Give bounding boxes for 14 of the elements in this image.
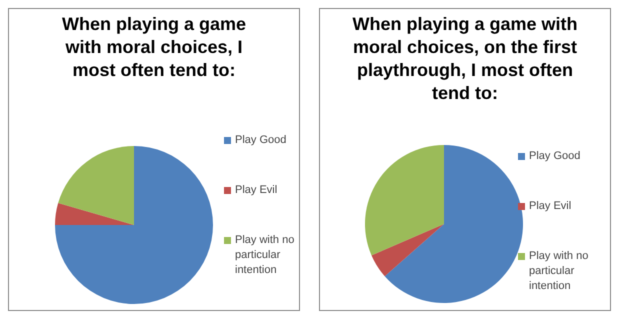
legend-label: Play Good — [529, 149, 580, 164]
pie-slice — [384, 145, 523, 303]
pie-slice — [55, 146, 213, 304]
pie-slice — [371, 224, 444, 276]
legend-label: Play with no particular intention — [235, 233, 296, 278]
legend-label: Play with no particular intention — [529, 249, 590, 294]
pie-slice — [55, 202, 134, 225]
legend-label: Play Evil — [235, 183, 278, 198]
pie-slice — [365, 145, 444, 256]
legend-label: Play Good — [235, 133, 286, 148]
chart-title: When playing a game with moral choices, I most often tend to: — [60, 13, 248, 82]
legend-label: Play Evil — [529, 199, 572, 214]
pie-slice — [58, 146, 134, 225]
chart-title: When playing a game with moral choices, on the first playthrough, I most often tend to: — [351, 13, 579, 105]
